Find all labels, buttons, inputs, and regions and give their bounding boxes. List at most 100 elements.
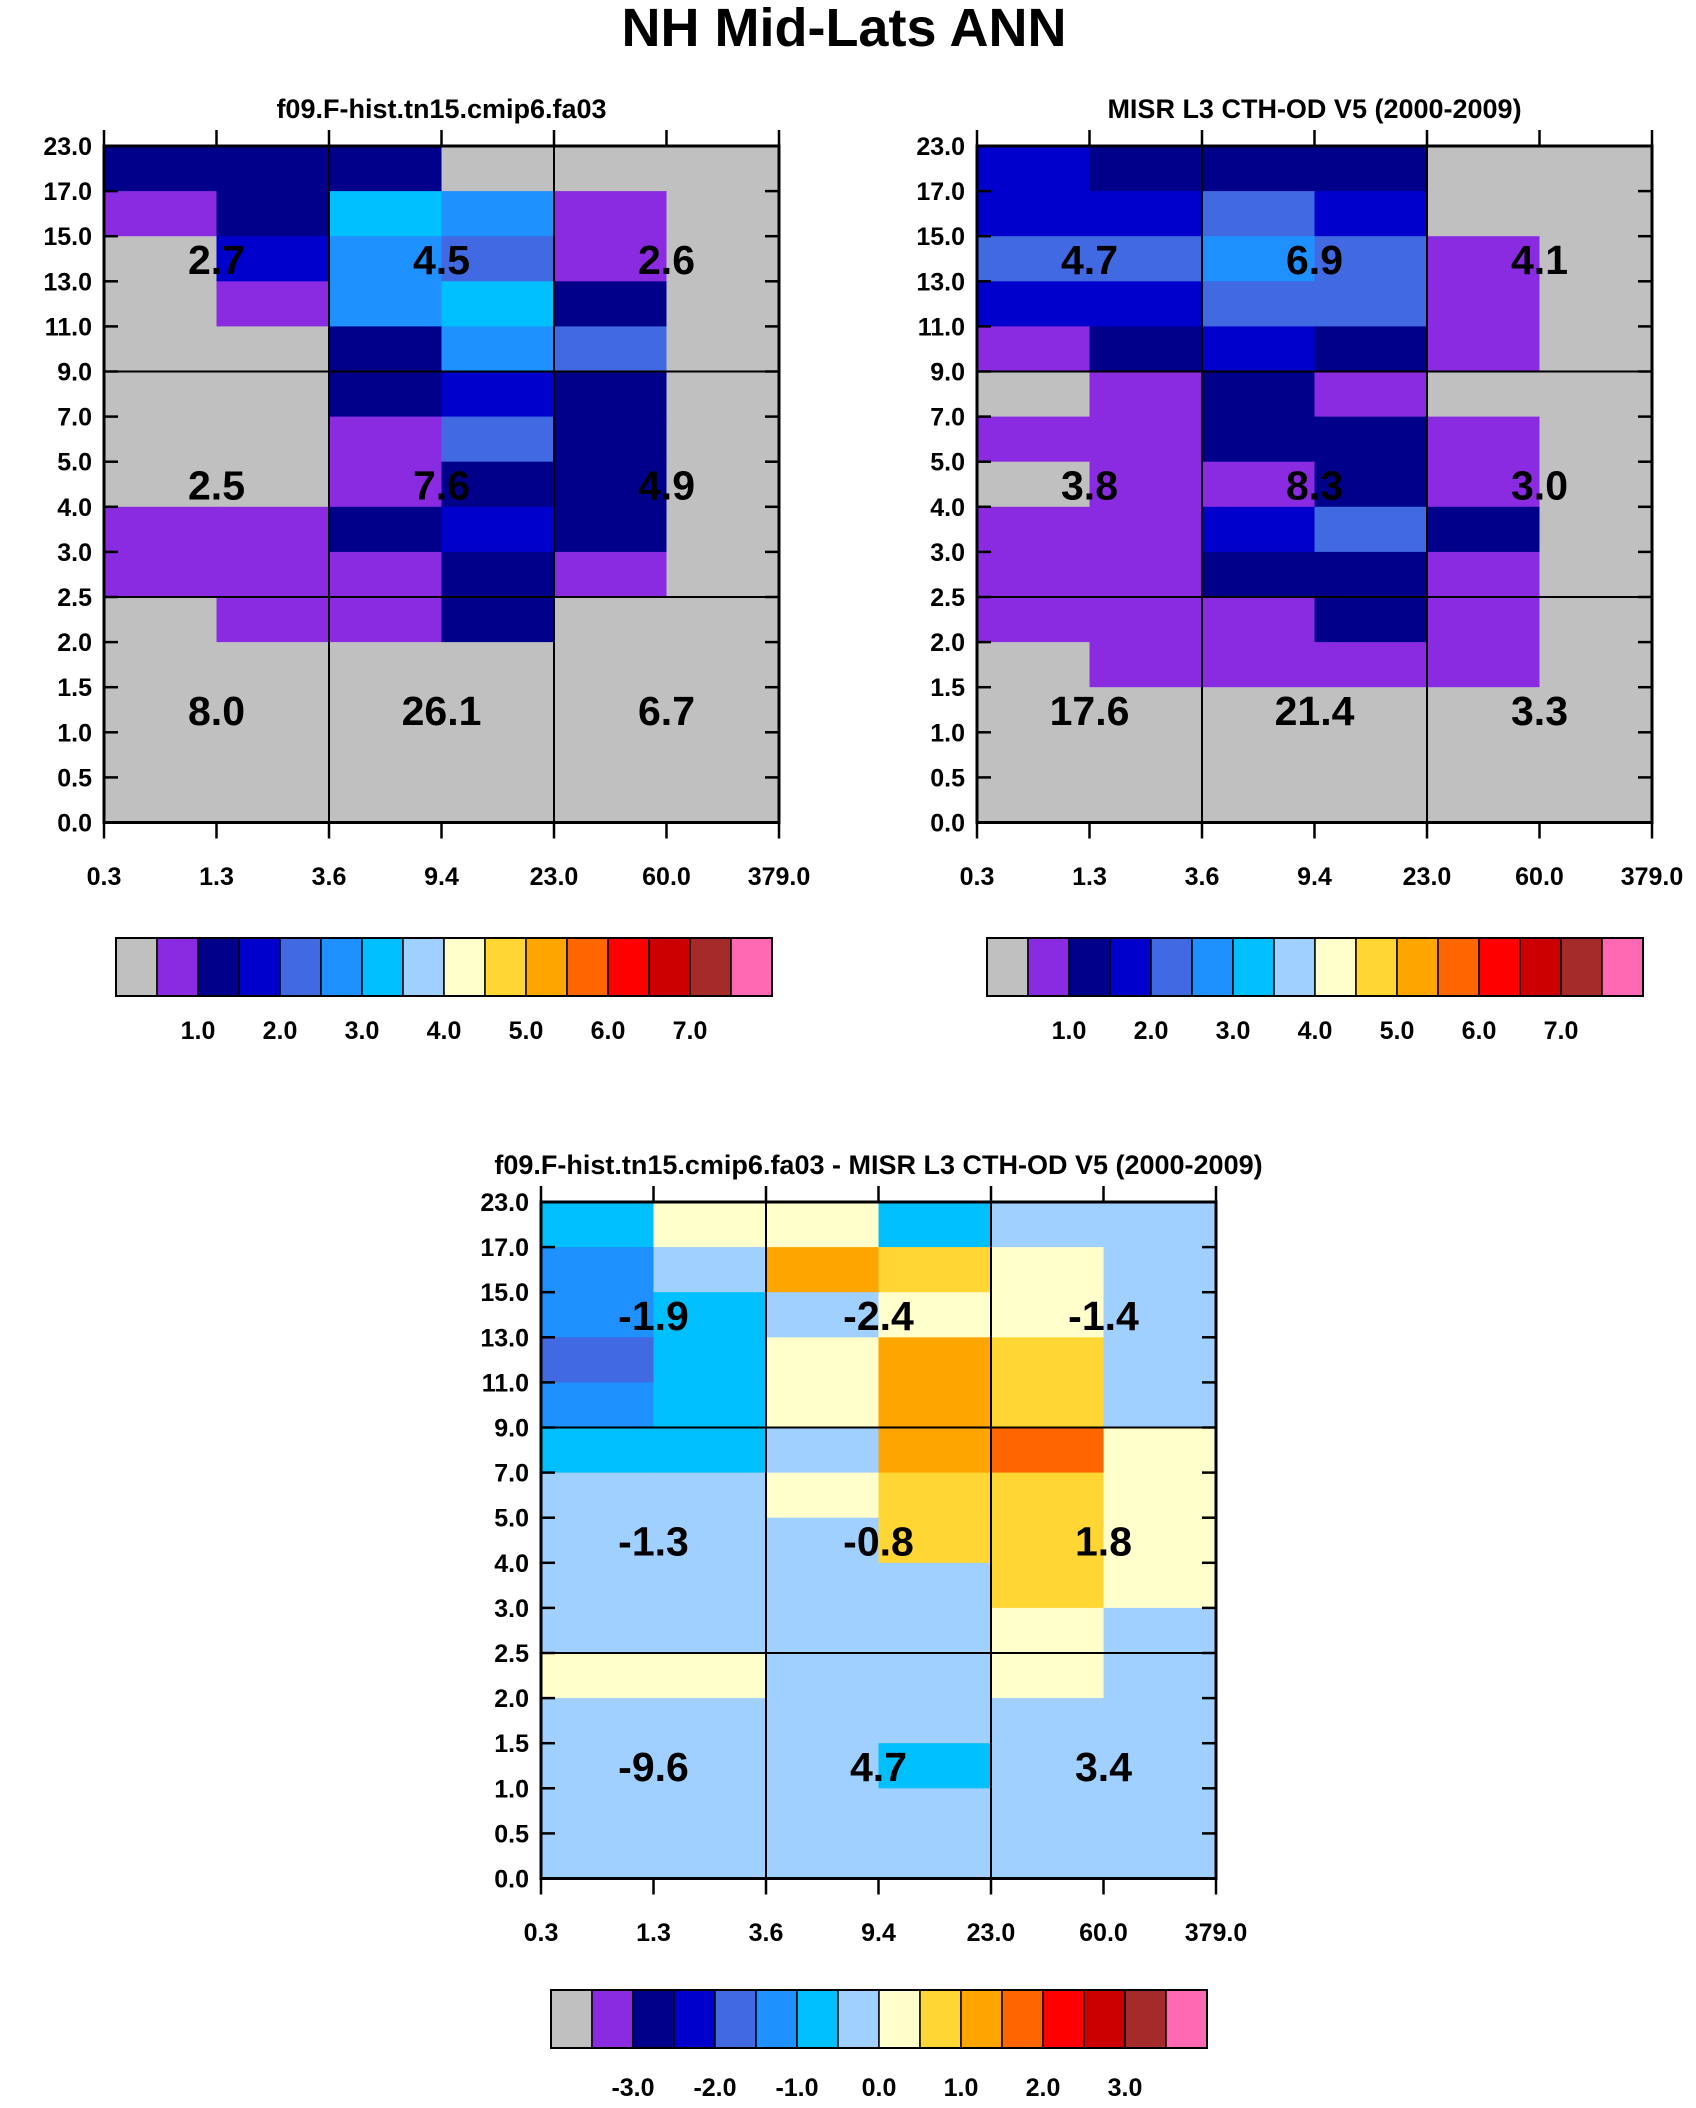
colorbar-swatch [443, 937, 486, 997]
heatmap-cell [441, 146, 555, 192]
x-tick-label: 23.0 [967, 1919, 1016, 1947]
heatmap-cell [216, 506, 330, 553]
heatmap-cell [878, 1607, 992, 1654]
heatmap-cell [329, 687, 443, 733]
heatmap-cell [1314, 687, 1428, 733]
y-tick-label: 23.0 [916, 133, 965, 161]
group-value-label: 6.7 [638, 688, 695, 734]
group-value-label: 4.7 [1061, 237, 1118, 283]
colorbar-swatch [1165, 1989, 1208, 2049]
heatmap-cell [1089, 551, 1203, 598]
heatmap-cell [216, 326, 330, 373]
heatmap-cell [766, 1427, 880, 1474]
x-tick-label: 9.4 [1297, 863, 1332, 891]
heatmap-cell [1202, 281, 1316, 327]
colorbar-swatch [1083, 1989, 1126, 2049]
heatmap-cell [1539, 732, 1653, 778]
heatmap-cell [1539, 281, 1653, 327]
colorbar-label: 0.0 [862, 2074, 897, 2102]
y-tick-label: 11.0 [918, 313, 965, 341]
group-value-label: 2.6 [638, 237, 695, 283]
heatmap-cell [216, 146, 330, 192]
y-tick-label: 13.0 [43, 268, 92, 296]
heatmap-cell [653, 1292, 767, 1338]
heatmap-cell [541, 1562, 655, 1609]
group-value-label: 2.7 [188, 237, 245, 283]
heatmap-cell [977, 146, 1091, 192]
y-tick-label: 13.0 [916, 268, 965, 296]
x-tick-label: 23.0 [530, 863, 579, 891]
colorbar-swatch [1042, 1989, 1085, 2049]
heatmap-cell [541, 1517, 655, 1564]
x-tick-label: 379.0 [1621, 863, 1684, 891]
colorbar-swatch [1273, 937, 1316, 997]
y-tick-label: 15.0 [480, 1279, 529, 1307]
heatmap-cell [441, 506, 555, 553]
heatmap-cell [666, 777, 780, 824]
heatmap-cell [766, 1562, 880, 1609]
heatmap-cell [554, 236, 668, 282]
heatmap-cell [666, 551, 780, 598]
colorbar-label: -2.0 [693, 2074, 736, 2102]
colorbar-swatch [796, 1989, 839, 2049]
colorbar-label: 1.0 [181, 1017, 216, 1045]
heatmap-cell [329, 371, 443, 418]
colorbar-label: 2.0 [1026, 2074, 1061, 2102]
heatmap-cell [554, 506, 668, 553]
heatmap-cell [441, 416, 555, 463]
heatmap-cell [666, 191, 780, 237]
heatmap-cell [991, 1382, 1105, 1429]
y-tick-label: 0.0 [57, 810, 92, 838]
heatmap-cell [541, 1472, 655, 1519]
heatmap-cell [329, 551, 443, 598]
y-tick-label: 1.5 [57, 674, 92, 702]
heatmap-cell [977, 461, 1091, 508]
y-tick-label: 5.0 [930, 449, 965, 477]
heatmap-cell [1314, 236, 1428, 282]
heatmap-cell [1103, 1292, 1217, 1338]
heatmap-cell [766, 1743, 880, 1789]
heatmap-cell [1314, 326, 1428, 373]
colorbar-swatch [1560, 937, 1603, 997]
heatmap-cell [991, 1517, 1105, 1564]
group-value-label: -1.4 [1068, 1293, 1139, 1339]
heatmap-cell [1427, 687, 1541, 733]
y-tick-label: 15.0 [43, 223, 92, 251]
group-value-label: -2.4 [843, 1293, 914, 1339]
colorbar-swatch [673, 1989, 716, 2049]
heatmap-cell [991, 1247, 1105, 1293]
heatmap-cell [878, 1743, 992, 1789]
y-tick-label: 17.0 [480, 1234, 529, 1262]
y-tick-label: 13.0 [480, 1324, 529, 1352]
colorbar-swatch [550, 1989, 593, 2049]
x-tick-label: 3.6 [749, 1919, 784, 1947]
heatmap-cell [216, 551, 330, 598]
colorbar-label: 3.0 [1108, 2074, 1143, 2102]
y-tick-label: 4.0 [930, 494, 965, 522]
x-tick-label: 1.3 [636, 1919, 671, 1947]
colorbar-label: 2.0 [263, 1017, 298, 1045]
heatmap-cell [977, 416, 1091, 463]
colorbar-label: 5.0 [1380, 1017, 1415, 1045]
colorbar-swatch [484, 937, 527, 997]
colorbar-swatch [1124, 1989, 1167, 2049]
heatmap-cell [441, 642, 555, 688]
colorbar-label: 3.0 [345, 1017, 380, 1045]
heatmap-cell [1103, 1833, 1217, 1880]
colorbar-swatch [1314, 937, 1357, 997]
heatmap-cell [1427, 191, 1541, 237]
x-tick-label: 9.4 [861, 1919, 896, 1947]
heatmap-cell [766, 1337, 880, 1383]
heatmap-cell [329, 777, 443, 824]
colorbar-label: 7.0 [1544, 1017, 1579, 1045]
heatmap-cell [104, 597, 218, 643]
y-tick-label: 7.0 [494, 1460, 529, 1488]
colorbar-label: 6.0 [1462, 1017, 1497, 1045]
y-tick-label: 1.0 [930, 719, 965, 747]
heatmap-cell [1089, 461, 1203, 508]
colorbar-swatch [1355, 937, 1398, 997]
heatmap-cell [329, 461, 443, 508]
x-tick-label: 23.0 [1403, 863, 1452, 891]
heatmap-cell [1314, 461, 1428, 508]
